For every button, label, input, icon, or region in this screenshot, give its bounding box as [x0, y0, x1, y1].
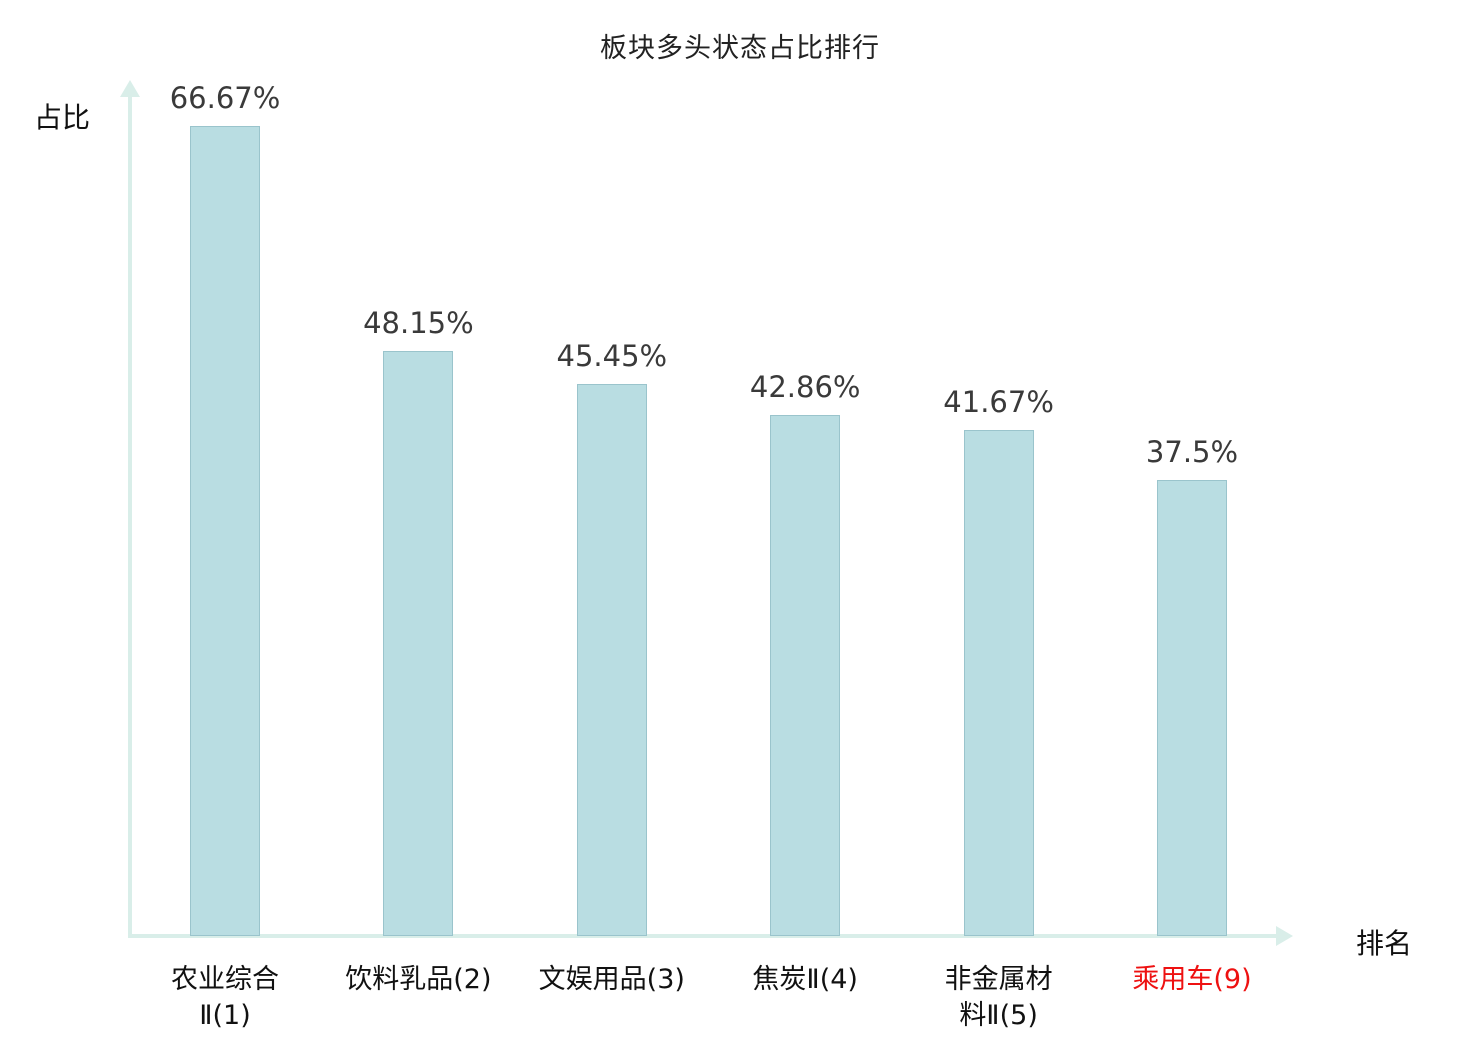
value-label-5: 41.67% [943, 385, 1054, 419]
value-label-4: 42.86% [749, 370, 861, 404]
bar-5 [963, 430, 1034, 936]
category-label-4: 焦炭Ⅱ(4) [752, 964, 858, 995]
x-axis-arrow-icon [1276, 926, 1293, 946]
category-label-1: 农业综合 Ⅱ(1) [171, 964, 279, 1032]
category-label-5: 非金属材 料Ⅱ(5) [944, 964, 1053, 1032]
category-label-2: 饮料乳品(2) [345, 964, 492, 995]
chart-title: 板块多头状态占比排行 [600, 33, 880, 64]
category-label-3: 文娱用品(3) [538, 964, 685, 995]
y-axis-line [128, 94, 132, 938]
category-label-6: 乘用车(9) [1132, 964, 1252, 995]
y-axis-arrow-icon [120, 80, 140, 97]
value-label-1: 66.67% [169, 81, 281, 115]
bar-4 [770, 415, 841, 936]
value-label-3: 45.45% [556, 339, 668, 373]
value-label-2: 48.15% [363, 306, 474, 340]
bar-3 [576, 384, 647, 936]
bar-1 [190, 126, 260, 936]
bar-2 [383, 351, 454, 936]
value-label-6: 37.5% [1145, 435, 1239, 469]
x-axis-line [128, 934, 1278, 938]
bar-6 [1157, 480, 1227, 936]
y-axis-label: 占比 [34, 101, 91, 134]
x-axis-label: 排名 [1356, 927, 1413, 960]
